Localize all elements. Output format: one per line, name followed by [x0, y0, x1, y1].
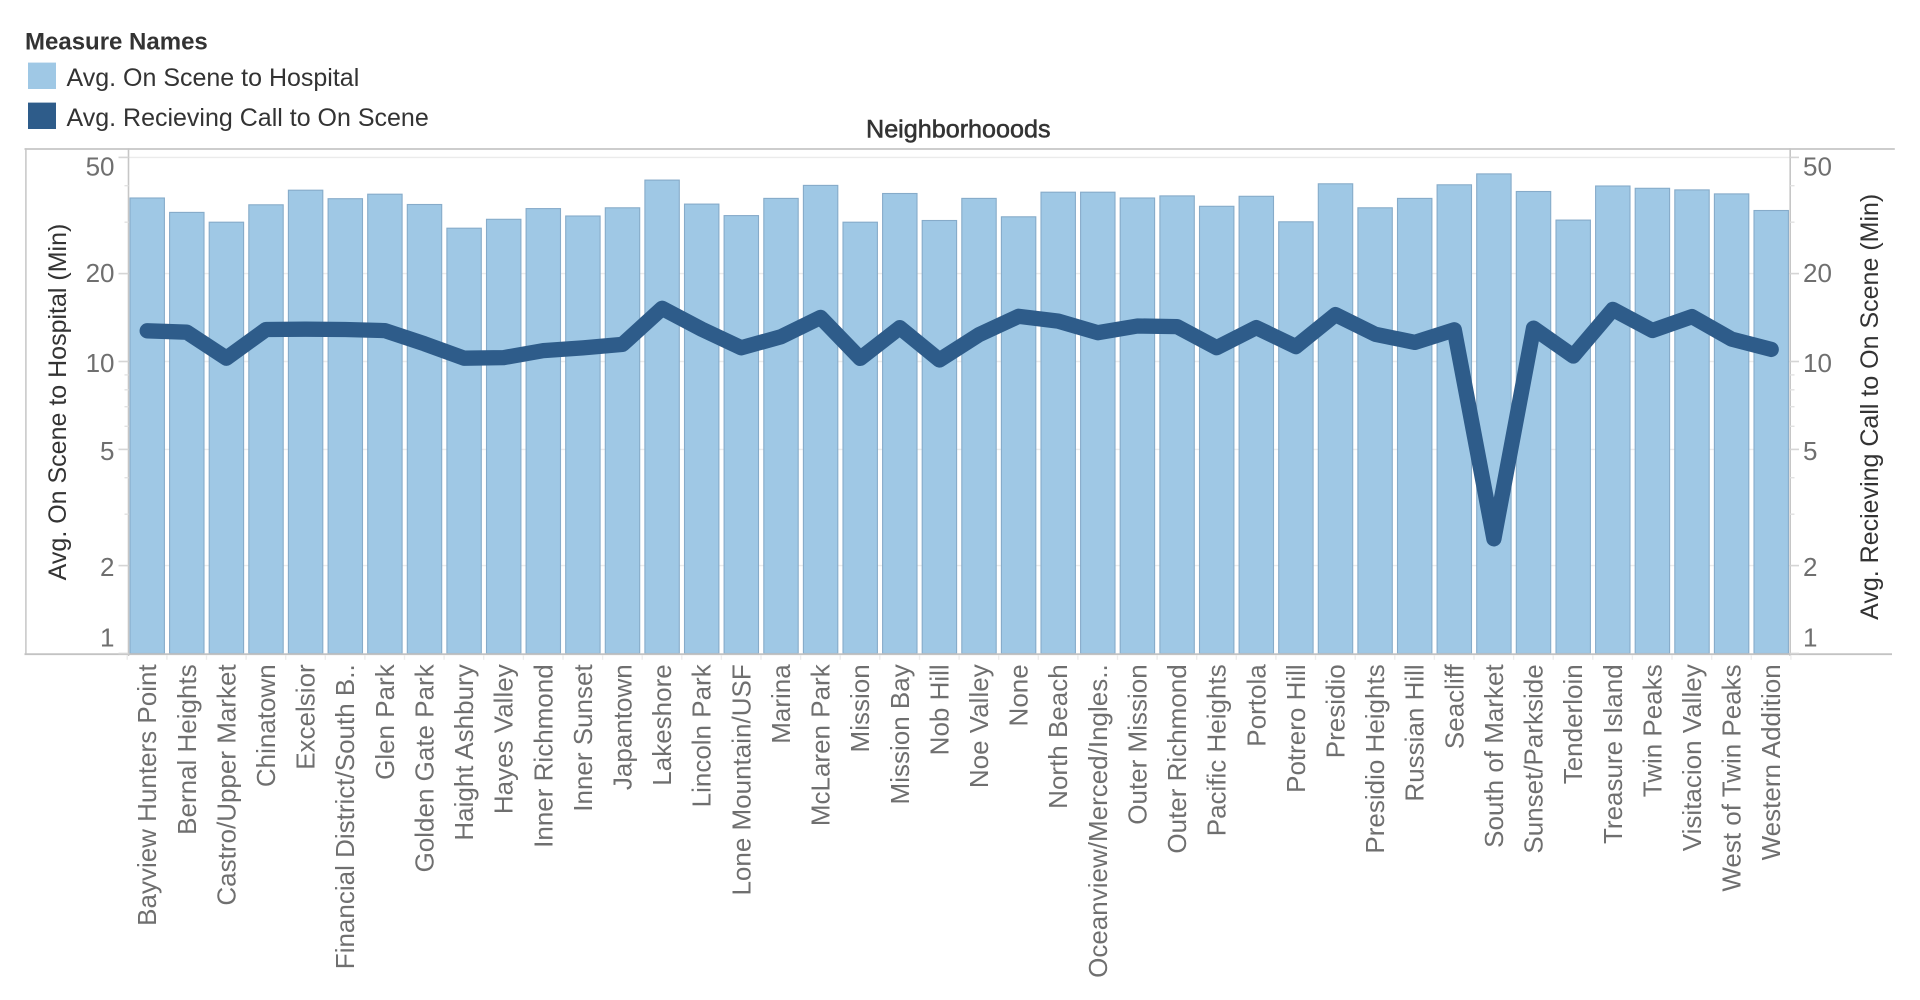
svg-text:Lakeshore: Lakeshore: [647, 664, 677, 785]
svg-text:2: 2: [1803, 552, 1817, 582]
svg-text:Outer Richmond: Outer Richmond: [1162, 664, 1192, 853]
svg-text:Japantown: Japantown: [608, 664, 638, 790]
svg-text:Visitacion Valley: Visitacion Valley: [1677, 664, 1707, 851]
svg-text:Glen Park: Glen Park: [370, 663, 400, 780]
svg-text:West of Twin Peaks: West of Twin Peaks: [1717, 664, 1747, 891]
svg-text:Chinatown: Chinatown: [251, 664, 281, 787]
svg-text:Marina: Marina: [766, 664, 796, 744]
svg-text:Avg. Recieving Call to On Scen: Avg. Recieving Call to On Scene (Min): [1856, 194, 1884, 620]
svg-text:Neighborhooods: Neighborhooods: [866, 115, 1051, 143]
svg-text:Financial District/South B..: Financial District/South B..: [330, 664, 360, 969]
svg-text:1: 1: [1803, 622, 1817, 652]
svg-text:Noe Valley: Noe Valley: [964, 664, 994, 788]
svg-text:Twin Peaks: Twin Peaks: [1637, 664, 1667, 797]
svg-text:Hayes Valley: Hayes Valley: [489, 664, 519, 814]
svg-text:Measure Names: Measure Names: [25, 29, 208, 56]
svg-text:Avg. Recieving Call to On Scen: Avg. Recieving Call to On Scene: [67, 104, 429, 132]
svg-text:Golden Gate Park: Golden Gate Park: [410, 663, 440, 872]
svg-text:North Beach: North Beach: [1043, 664, 1073, 809]
svg-text:5: 5: [100, 436, 114, 466]
svg-text:Presidio Heights: Presidio Heights: [1360, 664, 1390, 853]
svg-text:50: 50: [86, 151, 115, 181]
svg-text:10: 10: [1803, 348, 1832, 378]
svg-text:Presidio: Presidio: [1321, 664, 1351, 758]
svg-text:Outer Mission: Outer Mission: [1123, 664, 1153, 824]
svg-text:Excelsior: Excelsior: [291, 664, 321, 770]
svg-text:Lone Mountain/USF: Lone Mountain/USF: [726, 664, 756, 895]
svg-text:Seacliff: Seacliff: [1439, 664, 1469, 750]
svg-text:Pacific Heights: Pacific Heights: [1202, 664, 1232, 836]
svg-text:None: None: [1004, 664, 1034, 726]
svg-text:Castro/Upper Market: Castro/Upper Market: [211, 664, 241, 906]
svg-text:Portola: Portola: [1241, 664, 1271, 747]
svg-text:Western Addition: Western Addition: [1756, 664, 1786, 860]
svg-text:Tenderloin: Tenderloin: [1558, 664, 1588, 784]
svg-text:20: 20: [1803, 258, 1832, 288]
svg-text:Nob Hill: Nob Hill: [924, 664, 954, 755]
svg-text:Inner Richmond: Inner Richmond: [528, 664, 558, 848]
svg-text:South of Market: South of Market: [1479, 664, 1509, 848]
svg-text:Haight Ashbury: Haight Ashbury: [449, 664, 479, 840]
svg-text:Avg. On Scene to Hospital: Avg. On Scene to Hospital: [67, 64, 360, 92]
svg-text:10: 10: [86, 348, 115, 378]
svg-text:Potrero Hill: Potrero Hill: [1281, 664, 1311, 793]
svg-text:Inner Sunset: Inner Sunset: [568, 664, 598, 812]
svg-text:1: 1: [100, 622, 114, 652]
svg-text:Bayview Hunters Point: Bayview Hunters Point: [132, 664, 162, 926]
svg-text:Mission: Mission: [845, 664, 875, 752]
svg-text:5: 5: [1803, 436, 1817, 466]
svg-text:Bernal Heights: Bernal Heights: [172, 664, 202, 835]
svg-text:Sunset/Parkside: Sunset/Parkside: [1519, 664, 1549, 853]
svg-text:2: 2: [100, 552, 114, 582]
svg-text:Oceanview/Merced/Ingles..: Oceanview/Merced/Ingles..: [1083, 664, 1113, 978]
svg-text:20: 20: [86, 258, 115, 288]
svg-text:50: 50: [1803, 151, 1832, 181]
svg-text:Mission Bay: Mission Bay: [885, 664, 915, 804]
svg-text:McLaren Park: McLaren Park: [806, 663, 836, 826]
svg-text:Treasure Island: Treasure Island: [1598, 664, 1628, 844]
svg-text:Avg. On Scene to Hospital (Min: Avg. On Scene to Hospital (Min): [44, 224, 72, 581]
svg-text:Lincoln Park: Lincoln Park: [687, 663, 717, 807]
svg-text:Russian Hill: Russian Hill: [1400, 664, 1430, 801]
